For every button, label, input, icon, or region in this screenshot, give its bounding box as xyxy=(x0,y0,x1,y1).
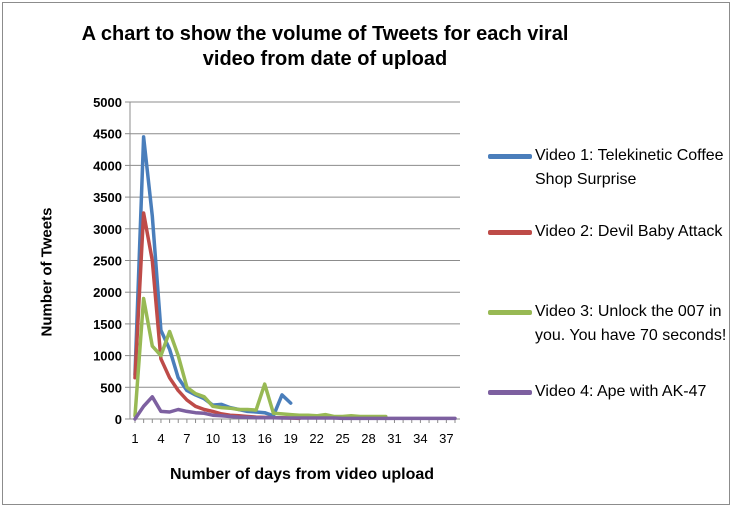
x-tick-labels: 1 4 7 10 13 16 19 22 25 28 31 34 37 xyxy=(131,431,453,446)
y-tick-label: 4000 xyxy=(93,158,122,173)
y-tick-label: 500 xyxy=(100,380,122,395)
y-tick-label: 0 xyxy=(115,412,122,427)
x-tick-label: 22 xyxy=(309,431,323,446)
y-tick-label: 3000 xyxy=(93,222,122,237)
y-tick-label: 2000 xyxy=(93,285,122,300)
axes xyxy=(125,101,460,423)
x-tick-label: 37 xyxy=(439,431,453,446)
x-tick-label: 4 xyxy=(157,431,164,446)
legend-swatch-video-3 xyxy=(488,310,532,315)
legend-swatch-video-1 xyxy=(488,154,532,159)
legend-label-video-2: Video 2: Devil Baby Attack xyxy=(535,223,723,240)
series-line-video-3 xyxy=(133,296,388,419)
x-tick-label: 16 xyxy=(257,431,271,446)
gridlines xyxy=(130,101,460,388)
legend-label-video-1: Video 1: Telekinetic Coffee Shop Surpris… xyxy=(535,147,724,188)
y-tick-label: 1000 xyxy=(93,349,122,364)
y-tick-labels: 0 500 1000 1500 2000 2500 3000 3500 4000 4500 5000 xyxy=(93,95,122,427)
series-lines xyxy=(133,135,457,421)
legend-swatch-video-2 xyxy=(488,230,532,235)
x-tick-label: 1 xyxy=(131,431,138,446)
x-tick-label: 7 xyxy=(183,431,190,446)
series-line-video-4 xyxy=(133,395,457,421)
y-tick-label: 5000 xyxy=(93,95,122,110)
y-tick-label: 2500 xyxy=(93,254,122,269)
legend-label-video-3: Video 3: Unlock the 007 in you. You have… xyxy=(535,303,727,344)
x-tick-label: 19 xyxy=(283,431,297,446)
y-tick-label: 3500 xyxy=(93,190,122,205)
x-tick-label: 13 xyxy=(232,431,246,446)
y-tick-label: 4500 xyxy=(93,127,122,142)
series-line-video-1 xyxy=(133,135,293,418)
chart-title: A chart to show the volume of Tweets for… xyxy=(81,23,569,70)
legend-label-video-4: Video 4: Ape with AK-47 xyxy=(535,383,707,400)
x-tick-label: 28 xyxy=(361,431,375,446)
y-tick-label: 1500 xyxy=(93,317,122,332)
x-axis-label: Number of days from video upload xyxy=(169,466,435,483)
x-tick-label: 34 xyxy=(413,431,427,446)
x-tick-label: 25 xyxy=(335,431,349,446)
x-tick-label: 10 xyxy=(206,431,220,446)
legend-swatch-video-4 xyxy=(488,390,532,395)
x-tick-label: 31 xyxy=(387,431,401,446)
